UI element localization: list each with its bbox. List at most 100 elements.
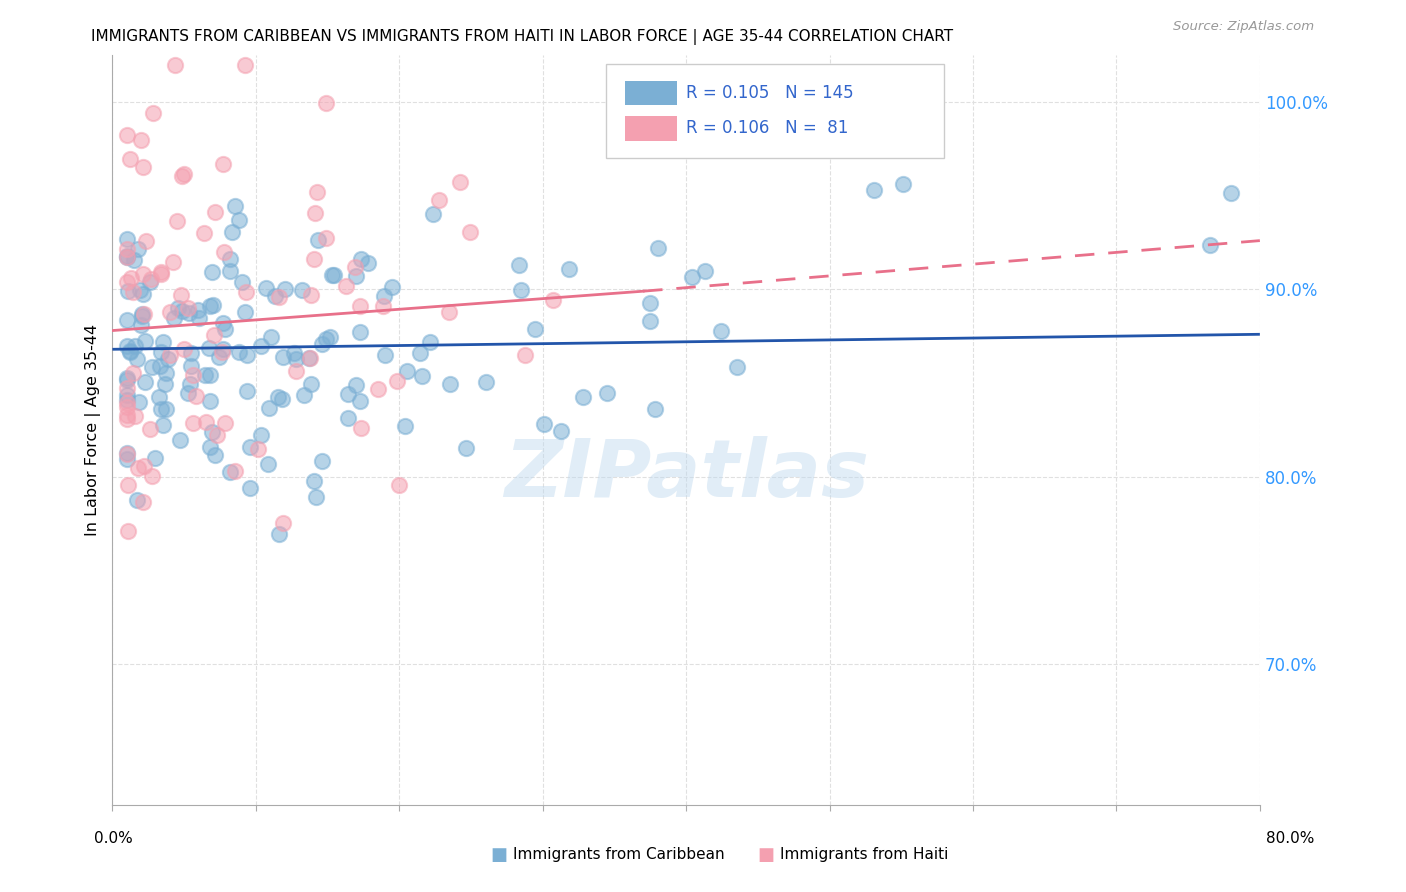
Point	[132, 287, 155, 301]
Point	[456, 441, 478, 455]
Point	[170, 303, 193, 318]
Point	[129, 318, 152, 332]
Point	[115, 242, 138, 256]
Point	[149, 345, 172, 359]
Point	[235, 57, 257, 71]
Point	[254, 281, 277, 295]
Point	[204, 204, 226, 219]
Point	[299, 287, 322, 301]
Point	[337, 411, 360, 425]
Point	[135, 234, 157, 248]
Point	[201, 265, 224, 279]
Point	[246, 442, 269, 456]
Point	[357, 256, 380, 270]
Point	[152, 418, 174, 433]
Point	[508, 258, 530, 272]
Point	[120, 345, 142, 359]
Point	[349, 299, 371, 313]
Point	[115, 408, 138, 422]
Point	[343, 260, 366, 274]
Point	[299, 377, 322, 392]
Point	[211, 157, 233, 171]
Text: ■: ■	[491, 846, 508, 863]
Point	[117, 524, 139, 538]
Point	[250, 427, 273, 442]
Point	[122, 253, 145, 268]
Point	[409, 346, 432, 360]
Point	[124, 339, 146, 353]
Point	[218, 465, 240, 479]
Point	[228, 212, 250, 227]
FancyBboxPatch shape	[626, 80, 676, 105]
Point	[337, 387, 360, 401]
Point	[214, 416, 236, 430]
Point	[128, 395, 150, 409]
Point	[139, 275, 162, 289]
Point	[184, 388, 207, 402]
Point	[149, 402, 172, 417]
Point	[165, 58, 187, 72]
Point	[257, 401, 280, 416]
Point	[439, 305, 461, 319]
Point	[202, 327, 225, 342]
Point	[198, 300, 221, 314]
Point	[638, 296, 661, 310]
Point	[148, 390, 170, 404]
Point	[388, 477, 411, 491]
Point	[127, 351, 149, 366]
Point	[153, 376, 176, 391]
Point	[124, 409, 146, 423]
Point	[115, 339, 138, 353]
Point	[710, 324, 733, 338]
Point	[236, 348, 259, 362]
Point	[373, 289, 395, 303]
Point	[204, 448, 226, 462]
Point	[177, 386, 200, 401]
Point	[205, 428, 228, 442]
Point	[115, 250, 138, 264]
Point	[344, 378, 367, 392]
Point	[141, 360, 163, 375]
Point	[194, 368, 217, 382]
Point	[198, 341, 221, 355]
Point	[349, 325, 371, 339]
Point	[173, 167, 195, 181]
Point	[115, 275, 138, 289]
Point	[115, 412, 138, 426]
Point	[231, 275, 253, 289]
Point	[211, 345, 233, 359]
Point	[201, 425, 224, 440]
Point	[214, 245, 236, 260]
Point	[134, 375, 156, 389]
Point	[647, 241, 669, 255]
Point	[218, 252, 240, 266]
Point	[180, 359, 202, 374]
Point	[131, 307, 153, 321]
Point	[132, 268, 155, 282]
Point	[221, 225, 243, 239]
Point	[201, 297, 224, 311]
Point	[131, 310, 153, 324]
Point	[169, 434, 191, 448]
Point	[233, 305, 256, 319]
Text: Immigrants from Caribbean: Immigrants from Caribbean	[513, 847, 725, 862]
Point	[271, 516, 294, 530]
Point	[305, 185, 328, 199]
Point	[349, 394, 371, 409]
Point	[211, 342, 233, 356]
Point	[315, 332, 337, 346]
Text: R = 0.105   N = 145: R = 0.105 N = 145	[686, 84, 853, 102]
Point	[395, 364, 418, 378]
Point	[307, 233, 329, 247]
Point	[596, 386, 619, 401]
Point	[298, 351, 321, 365]
Point	[139, 422, 162, 436]
Point	[180, 346, 202, 360]
Point	[115, 446, 138, 460]
Point	[115, 451, 138, 466]
Point	[235, 285, 257, 299]
Point	[212, 316, 235, 330]
Point	[394, 418, 416, 433]
Point	[183, 417, 205, 431]
Point	[429, 193, 451, 207]
